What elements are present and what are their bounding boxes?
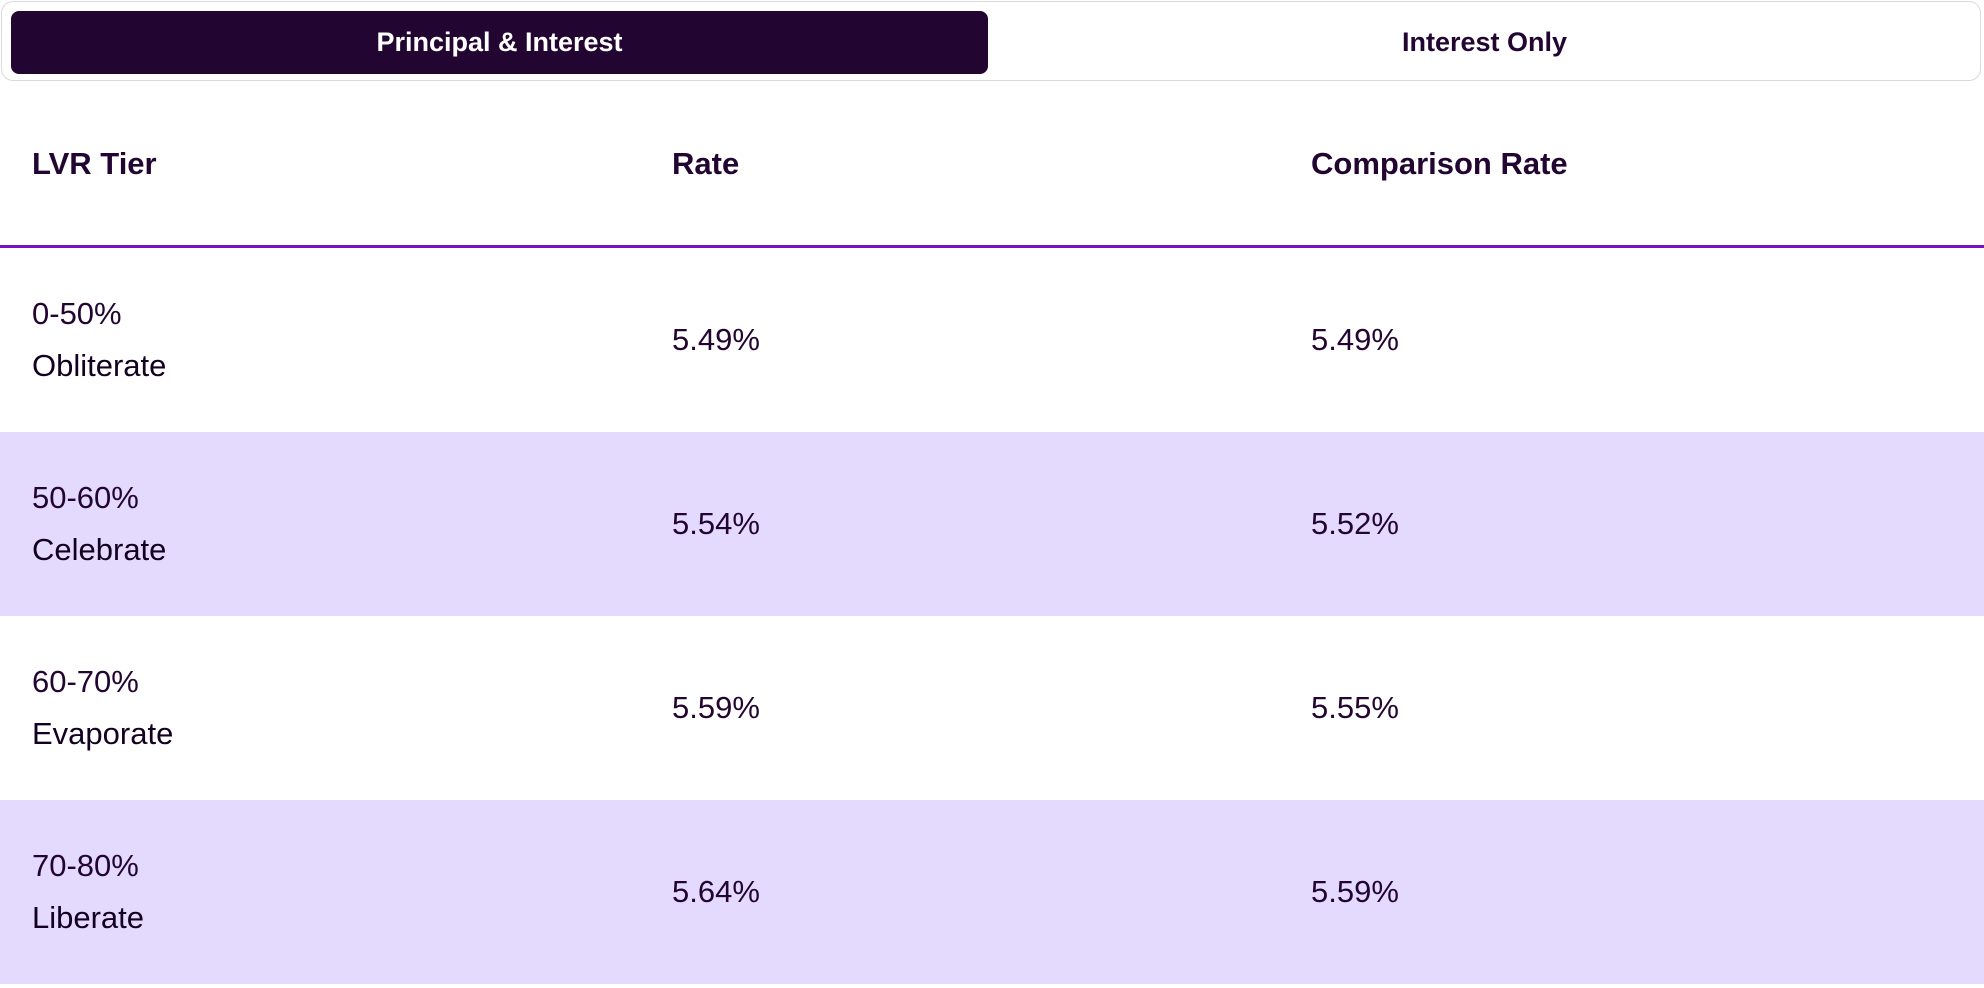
tier-name: Liberate	[32, 900, 145, 935]
lvr-tier-cell: 60-70% Evaporate	[32, 616, 173, 800]
header-lvr-tier: LVR Tier	[32, 146, 157, 181]
tier-name: Obliterate	[32, 348, 167, 383]
table-row: 50-60% Celebrate 5.54% 5.52%	[0, 432, 1984, 616]
interest-only-tab[interactable]: Interest Only	[996, 11, 1973, 74]
lvr-range: 0-50%	[32, 296, 122, 331]
header-comparison-rate: Comparison Rate	[1311, 146, 1568, 181]
repayment-type-toggle: Principal & Interest Interest Only	[1, 1, 1981, 81]
comparison-rate-cell: 5.49%	[1311, 322, 1399, 357]
tier-name: Evaporate	[32, 716, 174, 751]
rate-cell: 5.59%	[672, 690, 760, 725]
comparison-rate-cell: 5.52%	[1311, 506, 1399, 541]
comparison-rate-cell: 5.59%	[1311, 874, 1399, 909]
table-header: LVR Tier Rate Comparison Rate	[0, 83, 1984, 248]
rates-table: LVR Tier Rate Comparison Rate 0-50% Obli…	[0, 83, 1984, 984]
principal-interest-label: Principal & Interest	[376, 27, 623, 57]
lvr-range: 50-60%	[32, 480, 139, 515]
tier-name: Celebrate	[32, 532, 167, 567]
rate-cell: 5.54%	[672, 506, 760, 541]
rate-cell: 5.49%	[672, 322, 760, 357]
table-row: 0-50% Obliterate 5.49% 5.49%	[0, 248, 1984, 432]
interest-only-label: Interest Only	[1401, 27, 1568, 57]
lvr-tier-cell: 70-80% Liberate	[32, 800, 144, 984]
lvr-tier-cell: 0-50% Obliterate	[32, 248, 166, 432]
rate-cell: 5.64%	[672, 874, 760, 909]
comparison-rate-cell: 5.55%	[1311, 690, 1399, 725]
header-rate: Rate	[672, 146, 740, 181]
principal-interest-tab[interactable]: Principal & Interest	[11, 11, 988, 74]
lvr-range: 60-70%	[32, 664, 139, 699]
table-row: 60-70% Evaporate 5.59% 5.55%	[0, 616, 1984, 800]
lvr-range: 70-80%	[32, 848, 139, 883]
table-row: 70-80% Liberate 5.64% 5.59%	[0, 800, 1984, 984]
lvr-tier-cell: 50-60% Celebrate	[32, 432, 166, 616]
